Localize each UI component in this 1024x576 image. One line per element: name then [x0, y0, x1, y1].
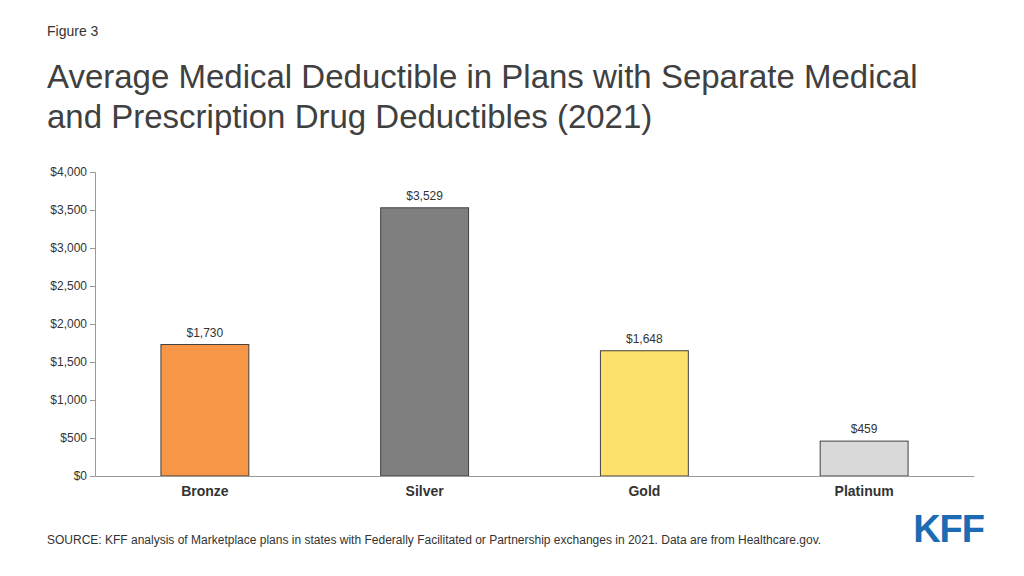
bars	[161, 208, 908, 476]
y-tick-mark	[90, 362, 95, 363]
bar	[600, 351, 688, 476]
y-tick-mark	[90, 438, 95, 439]
bar	[161, 345, 249, 476]
y-axis: $0 $500 $1,000 $1,500 $2,000 $2,500 $3,000 $3,5…	[50, 165, 95, 483]
y-tick-mark	[90, 324, 95, 325]
x-tick-label: Silver	[406, 483, 445, 499]
y-tick-label: $2,500	[50, 279, 87, 293]
y-tick: $1,000	[50, 393, 95, 407]
y-tick-mark	[90, 172, 95, 173]
logo: KFF	[913, 508, 984, 550]
data-label: $3,529	[406, 189, 443, 203]
data-label: $1,648	[626, 332, 663, 346]
x-tick: Silver	[406, 476, 445, 499]
y-tick: $1,500	[50, 355, 95, 369]
y-tick: $0	[74, 469, 95, 483]
y-tick-label: $0	[74, 469, 88, 483]
y-tick-mark	[90, 286, 95, 287]
y-tick-mark	[90, 210, 95, 211]
title: Average Medical Deductible in Plans with…	[47, 58, 918, 135]
y-tick: $2,500	[50, 279, 95, 293]
data-label: $459	[851, 422, 878, 436]
data-labels: $1,730 $3,529 $1,648 $459	[187, 189, 878, 436]
figure-label: Figure 3	[47, 23, 99, 39]
data-label: $1,730	[187, 326, 224, 340]
y-tick: $3,000	[50, 241, 95, 255]
x-axis-line	[96, 476, 975, 477]
y-tick-label: $1,500	[50, 355, 87, 369]
y-tick-mark	[90, 476, 95, 477]
x-tick-label: Bronze	[181, 483, 229, 499]
y-axis-line	[90, 173, 96, 477]
y-tick: $500	[60, 431, 95, 445]
bar	[381, 208, 469, 476]
y-tick-label: $4,000	[50, 165, 87, 179]
y-tick-label: $3,500	[50, 203, 87, 217]
y-tick: $3,500	[50, 203, 95, 217]
x-tick: Bronze	[181, 476, 229, 499]
chart: Figure 3 Average Medical Deductible in Pl…	[0, 0, 1024, 576]
y-tick-label: $1,000	[50, 393, 87, 407]
y-tick-mark	[90, 248, 95, 249]
y-tick-label: $3,000	[50, 241, 87, 255]
y-tick-mark	[90, 400, 95, 401]
y-tick-label: $2,000	[50, 317, 87, 331]
y-tick-label: $500	[60, 431, 87, 445]
x-tick: Platinum	[835, 476, 894, 499]
x-tick-label: Gold	[628, 483, 660, 499]
x-axis: Bronze Silver Gold Platinum	[96, 476, 975, 499]
y-tick: $4,000	[50, 165, 95, 179]
x-tick-label: Platinum	[835, 483, 894, 499]
x-tick: Gold	[628, 476, 660, 499]
y-tick: $2,000	[50, 317, 95, 331]
source: SOURCE: KFF analysis of Marketplace plan…	[47, 533, 821, 547]
bar	[820, 441, 908, 476]
